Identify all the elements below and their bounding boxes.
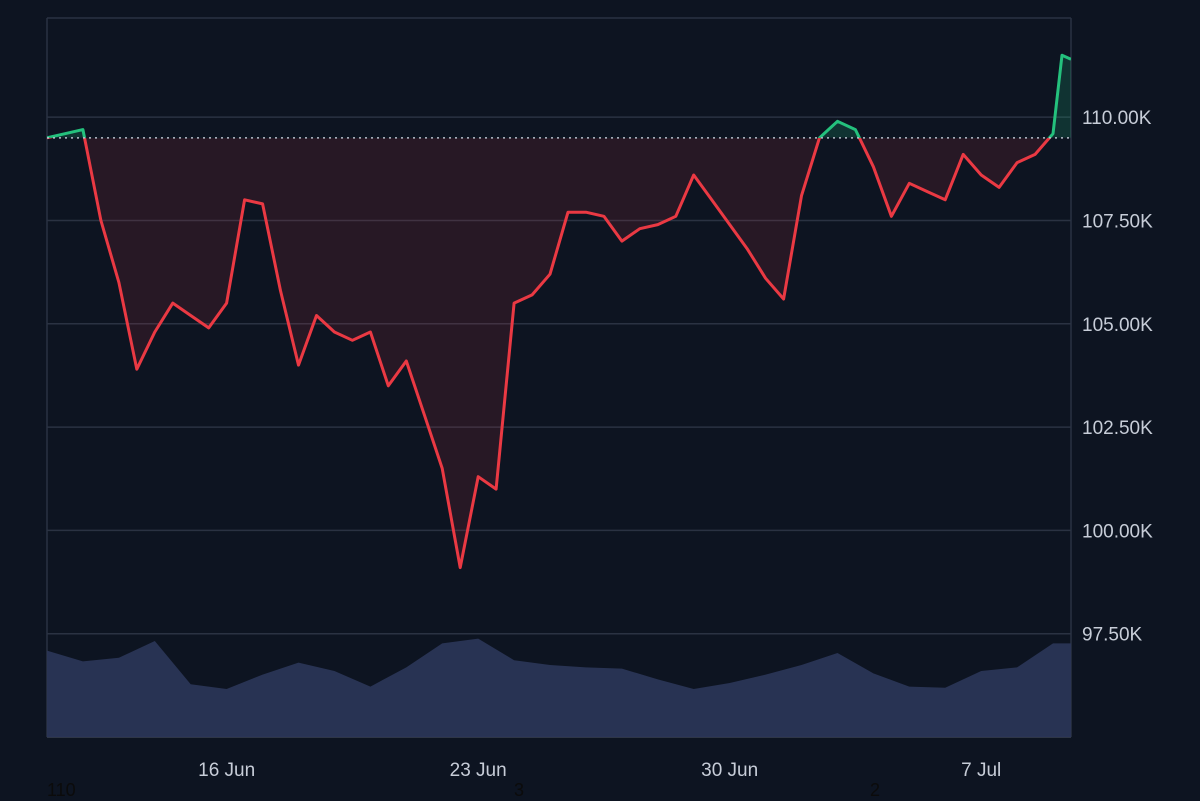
price-fill bbox=[47, 55, 1071, 568]
footnote-left: 110 bbox=[47, 780, 76, 800]
y-tick-label: 97.50K bbox=[1082, 625, 1143, 646]
volume-area-path bbox=[47, 638, 1071, 737]
y-tick-label: 110.00K bbox=[1082, 108, 1152, 129]
footnote-strip bbox=[0, 782, 1200, 800]
price-line-below bbox=[47, 137, 1052, 570]
y-tick-label: 105.00K bbox=[1082, 315, 1153, 336]
x-tick-label: 30 Jun bbox=[701, 760, 758, 781]
y-axis-labels: 97.50K 100.00K 102.50K 105.00K 107.50K 110.00… bbox=[1082, 108, 1153, 646]
y-tick-label: 107.50K bbox=[1082, 211, 1153, 232]
footnote-right: 2 bbox=[870, 780, 881, 800]
x-tick-label: 7 Jul bbox=[961, 760, 1001, 781]
x-axis-labels: 16 Jun 23 Jun 30 Jun 7 Jul bbox=[198, 760, 1001, 781]
volume-area bbox=[47, 638, 1071, 737]
below-baseline-fill bbox=[84, 137, 1050, 568]
footnote-middle: 3 bbox=[514, 780, 525, 800]
x-tick-label: 23 Jun bbox=[450, 760, 507, 781]
y-tick-label: 100.00K bbox=[1082, 521, 1153, 542]
y-tick-label: 102.50K bbox=[1082, 418, 1153, 439]
x-tick-label: 16 Jun bbox=[198, 760, 255, 781]
price-line bbox=[47, 53, 1071, 570]
